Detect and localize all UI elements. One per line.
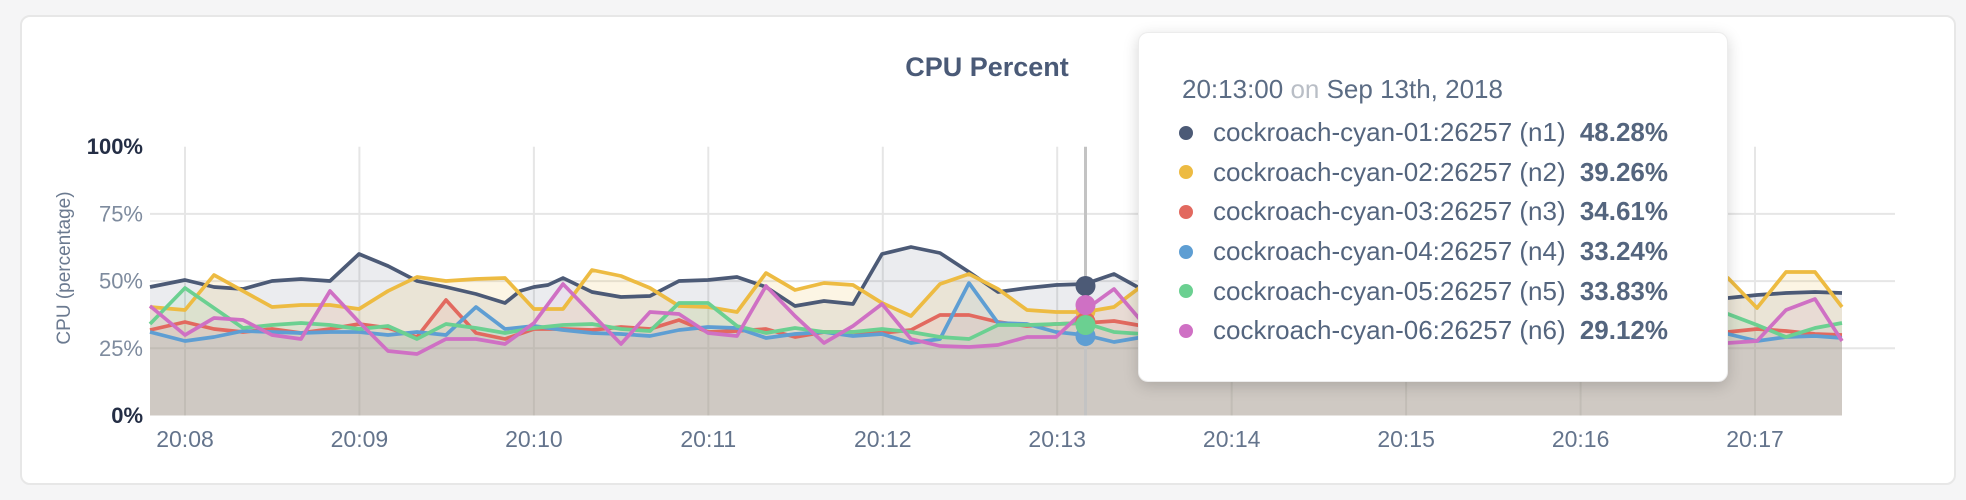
svg-text:20:13: 20:13 (1028, 426, 1086, 452)
svg-text:20:09: 20:09 (331, 426, 389, 452)
svg-text:0%: 0% (111, 403, 143, 428)
svg-text:20:16: 20:16 (1552, 426, 1610, 452)
svg-text:20:11: 20:11 (680, 426, 736, 452)
svg-text:20:10: 20:10 (505, 426, 563, 452)
svg-text:75%: 75% (99, 201, 143, 226)
svg-text:20:15: 20:15 (1377, 426, 1435, 452)
svg-text:20:12: 20:12 (854, 426, 912, 452)
svg-text:20:17: 20:17 (1726, 426, 1784, 452)
svg-text:CPU (percentage): CPU (percentage) (54, 191, 75, 344)
svg-text:100%: 100% (87, 134, 143, 159)
svg-text:50%: 50% (99, 269, 143, 294)
svg-text:20:14: 20:14 (1203, 426, 1261, 452)
svg-text:25%: 25% (99, 336, 143, 361)
svg-text:20:08: 20:08 (156, 426, 214, 452)
